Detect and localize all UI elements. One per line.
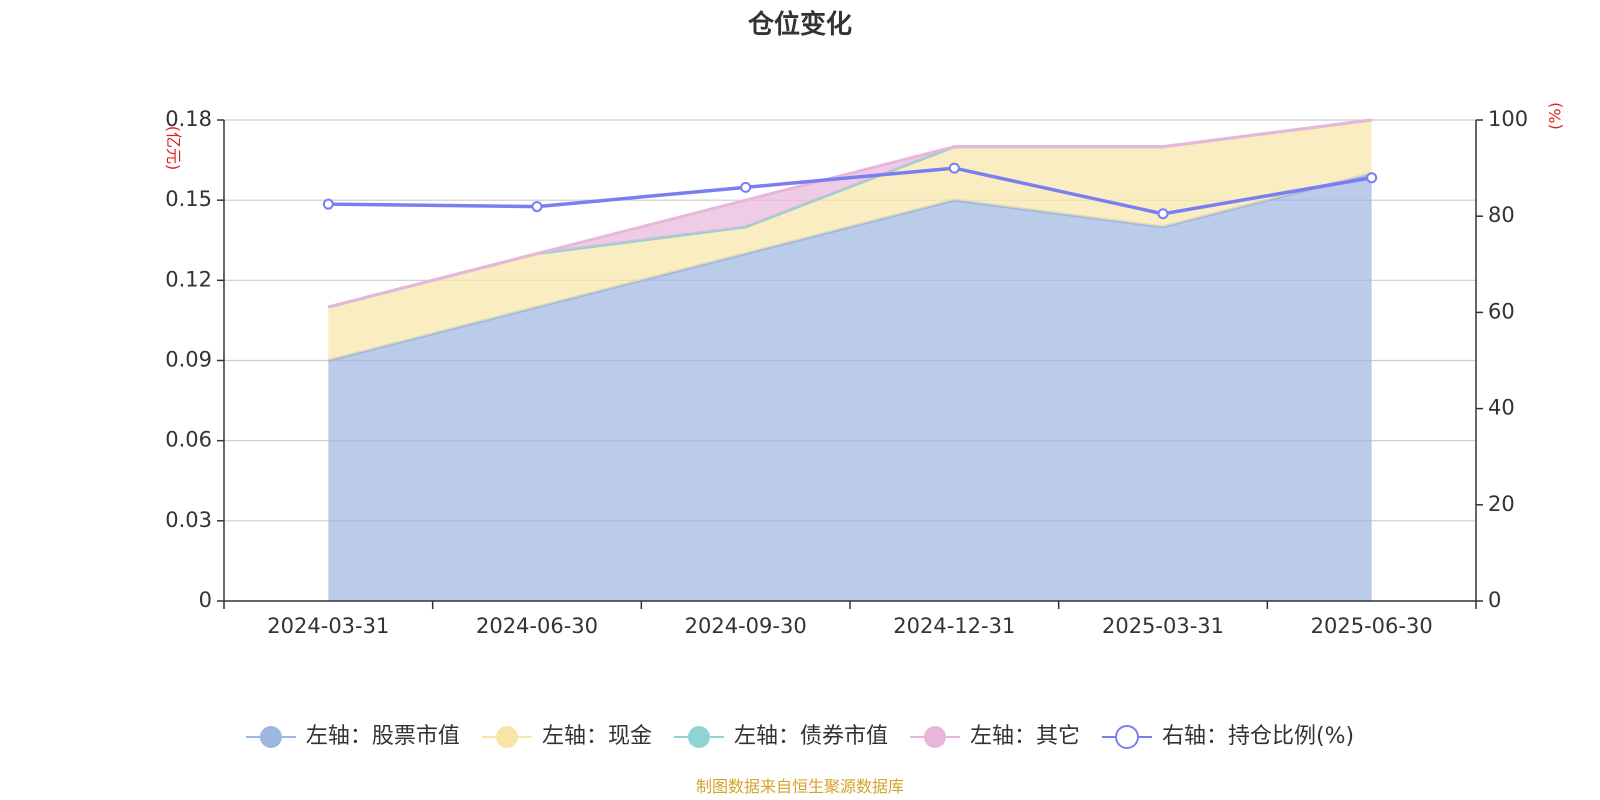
x-tick-label: 2024-12-31	[893, 614, 1015, 638]
series-lines	[322, 162, 1378, 220]
legend-label: 右轴：持仓比例(%)	[1162, 724, 1354, 749]
area-edge-1	[327, 171, 1373, 362]
right-tick-label: 20	[1488, 492, 1515, 516]
holding-ratio-point	[322, 198, 334, 210]
holding-ratio-point	[1157, 208, 1169, 220]
axes: 0 0.03 0.06 0.09 0.12 0.15 0.18 0 20 40 60 80 100 202…	[165, 107, 1528, 638]
legend-item-1[interactable]: 左轴：股票市值	[245, 724, 460, 749]
left-tick-label: 0.15	[165, 187, 212, 211]
legend-label: 左轴：其它	[970, 724, 1080, 749]
holding-ratio-point	[531, 201, 543, 213]
chart-title: 仓位变化	[747, 9, 852, 40]
legend-item-2[interactable]: 左轴：现金	[481, 724, 652, 749]
left-tick-label: 0.09	[165, 348, 212, 372]
data-source-note: 制图数据来自恒生聚源数据库	[696, 777, 904, 796]
x-tick-label: 2025-06-30	[1311, 614, 1433, 638]
x-tick-label: 2024-09-30	[685, 614, 807, 638]
x-tick-label: 2024-06-30	[476, 614, 598, 638]
holding-ratio-point	[740, 181, 752, 193]
holding-ratio-point	[1366, 172, 1378, 184]
legend-marker	[923, 726, 946, 748]
legend-marker	[1114, 725, 1139, 749]
left-tick-label: 0	[199, 588, 212, 612]
holding-ratio-line	[328, 166, 1372, 216]
legend-label: 左轴：现金	[542, 724, 652, 749]
area-1	[328, 173, 1372, 601]
stacked-areas	[327, 118, 1373, 601]
legend: 左轴：股票市值 左轴：现金 左轴：债券市值 左轴：其它 右轴：持仓比例(%)	[245, 724, 1354, 749]
x-tick-label: 2025-03-31	[1102, 614, 1224, 638]
left-tick-label: 0.06	[165, 428, 212, 452]
right-axis-unit: (%)	[1546, 102, 1565, 130]
legend-item-5[interactable]: 右轴：持仓比例(%)	[1101, 724, 1354, 749]
left-tick-label: 0.18	[165, 107, 212, 131]
legend-item-3[interactable]: 左轴：债券市值	[673, 724, 888, 749]
left-tick-label: 0.03	[165, 508, 212, 532]
area-2	[328, 120, 1372, 361]
legend-marker	[495, 726, 518, 748]
legend-marker	[687, 726, 710, 748]
right-tick-label: 0	[1488, 588, 1501, 612]
x-tick-label: 2024-03-31	[267, 614, 389, 638]
legend-marker	[259, 726, 282, 748]
legend-label: 左轴：债券市值	[734, 724, 888, 749]
area-edge-4	[327, 118, 1372, 309]
holding-ratio-point	[948, 162, 960, 174]
legend-label: 左轴：股票市值	[306, 724, 460, 749]
left-axis-unit: (亿元)	[164, 126, 183, 171]
right-tick-label: 80	[1488, 203, 1515, 227]
right-tick-label: 60	[1488, 299, 1515, 323]
right-tick-label: 40	[1488, 396, 1515, 420]
legend-item-4[interactable]: 左轴：其它	[909, 724, 1080, 749]
right-tick-label: 100	[1488, 107, 1528, 131]
left-tick-label: 0.12	[165, 267, 212, 291]
